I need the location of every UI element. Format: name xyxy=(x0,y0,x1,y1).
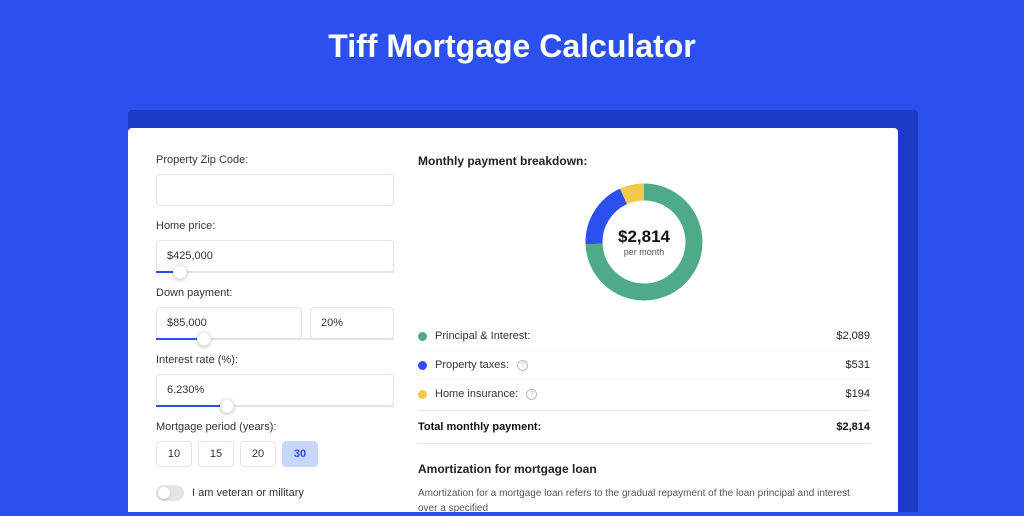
home-price-input[interactable] xyxy=(156,240,394,272)
legend-value: $194 xyxy=(846,388,870,400)
legend-row-2: Home insurance:? $194 xyxy=(418,379,870,408)
donut-sub: per month xyxy=(624,247,665,257)
period-option-30[interactable]: 30 xyxy=(282,441,318,467)
down-payment-slider[interactable] xyxy=(156,338,394,340)
legend-label: Home insurance: xyxy=(435,388,518,400)
legend-dot xyxy=(418,332,427,341)
period-option-10[interactable]: 10 xyxy=(156,441,192,467)
zip-input[interactable] xyxy=(156,174,394,206)
total-row: Total monthly payment: $2,814 xyxy=(418,410,870,444)
breakdown-title: Monthly payment breakdown: xyxy=(418,154,870,168)
donut-container: $2,814 per month xyxy=(418,182,870,302)
donut-amount: $2,814 xyxy=(618,227,670,247)
total-label: Total monthly payment: xyxy=(418,421,541,433)
amortization-title: Amortization for mortgage loan xyxy=(418,462,870,476)
home-price-field: Home price: xyxy=(156,220,394,273)
legend-label: Property taxes: xyxy=(435,359,509,371)
zip-label: Property Zip Code: xyxy=(156,154,394,166)
down-payment-field: Down payment: xyxy=(156,287,394,340)
down-payment-amount-input[interactable] xyxy=(156,307,302,339)
total-value: $2,814 xyxy=(836,421,870,433)
legend-value: $531 xyxy=(846,359,870,371)
inputs-column: Property Zip Code: Home price: Down paym… xyxy=(156,154,394,486)
period-field: Mortgage period (years): 10152030 xyxy=(156,421,394,467)
legend-value: $2,089 xyxy=(836,330,870,342)
legend-dot xyxy=(418,361,427,370)
legend-row-0: Principal & Interest: $2,089 xyxy=(418,322,870,350)
period-option-15[interactable]: 15 xyxy=(198,441,234,467)
interest-rate-field: Interest rate (%): xyxy=(156,354,394,407)
breakdown-column: Monthly payment breakdown: $2,814 per mo… xyxy=(418,154,870,486)
legend-row-1: Property taxes:? $531 xyxy=(418,350,870,379)
calculator-card: Property Zip Code: Home price: Down paym… xyxy=(128,128,898,512)
down-payment-percent-input[interactable] xyxy=(310,307,394,339)
veteran-toggle[interactable] xyxy=(156,485,184,501)
interest-rate-slider[interactable] xyxy=(156,405,394,407)
donut-chart: $2,814 per month xyxy=(584,182,704,302)
veteran-row: I am veteran or military xyxy=(156,485,394,501)
down-payment-label: Down payment: xyxy=(156,287,394,299)
interest-rate-label: Interest rate (%): xyxy=(156,354,394,366)
zip-field: Property Zip Code: xyxy=(156,154,394,206)
page-title: Tiff Mortgage Calculator xyxy=(0,0,1024,87)
interest-rate-input[interactable] xyxy=(156,374,394,406)
period-option-20[interactable]: 20 xyxy=(240,441,276,467)
help-icon[interactable]: ? xyxy=(517,360,528,371)
home-price-slider[interactable] xyxy=(156,271,394,273)
legend-dot xyxy=(418,390,427,399)
veteran-label: I am veteran or military xyxy=(192,487,304,499)
period-label: Mortgage period (years): xyxy=(156,421,394,433)
donut-center: $2,814 per month xyxy=(584,182,704,302)
help-icon[interactable]: ? xyxy=(526,389,537,400)
toggle-knob xyxy=(158,487,170,499)
home-price-label: Home price: xyxy=(156,220,394,232)
legend-label: Principal & Interest: xyxy=(435,330,530,342)
